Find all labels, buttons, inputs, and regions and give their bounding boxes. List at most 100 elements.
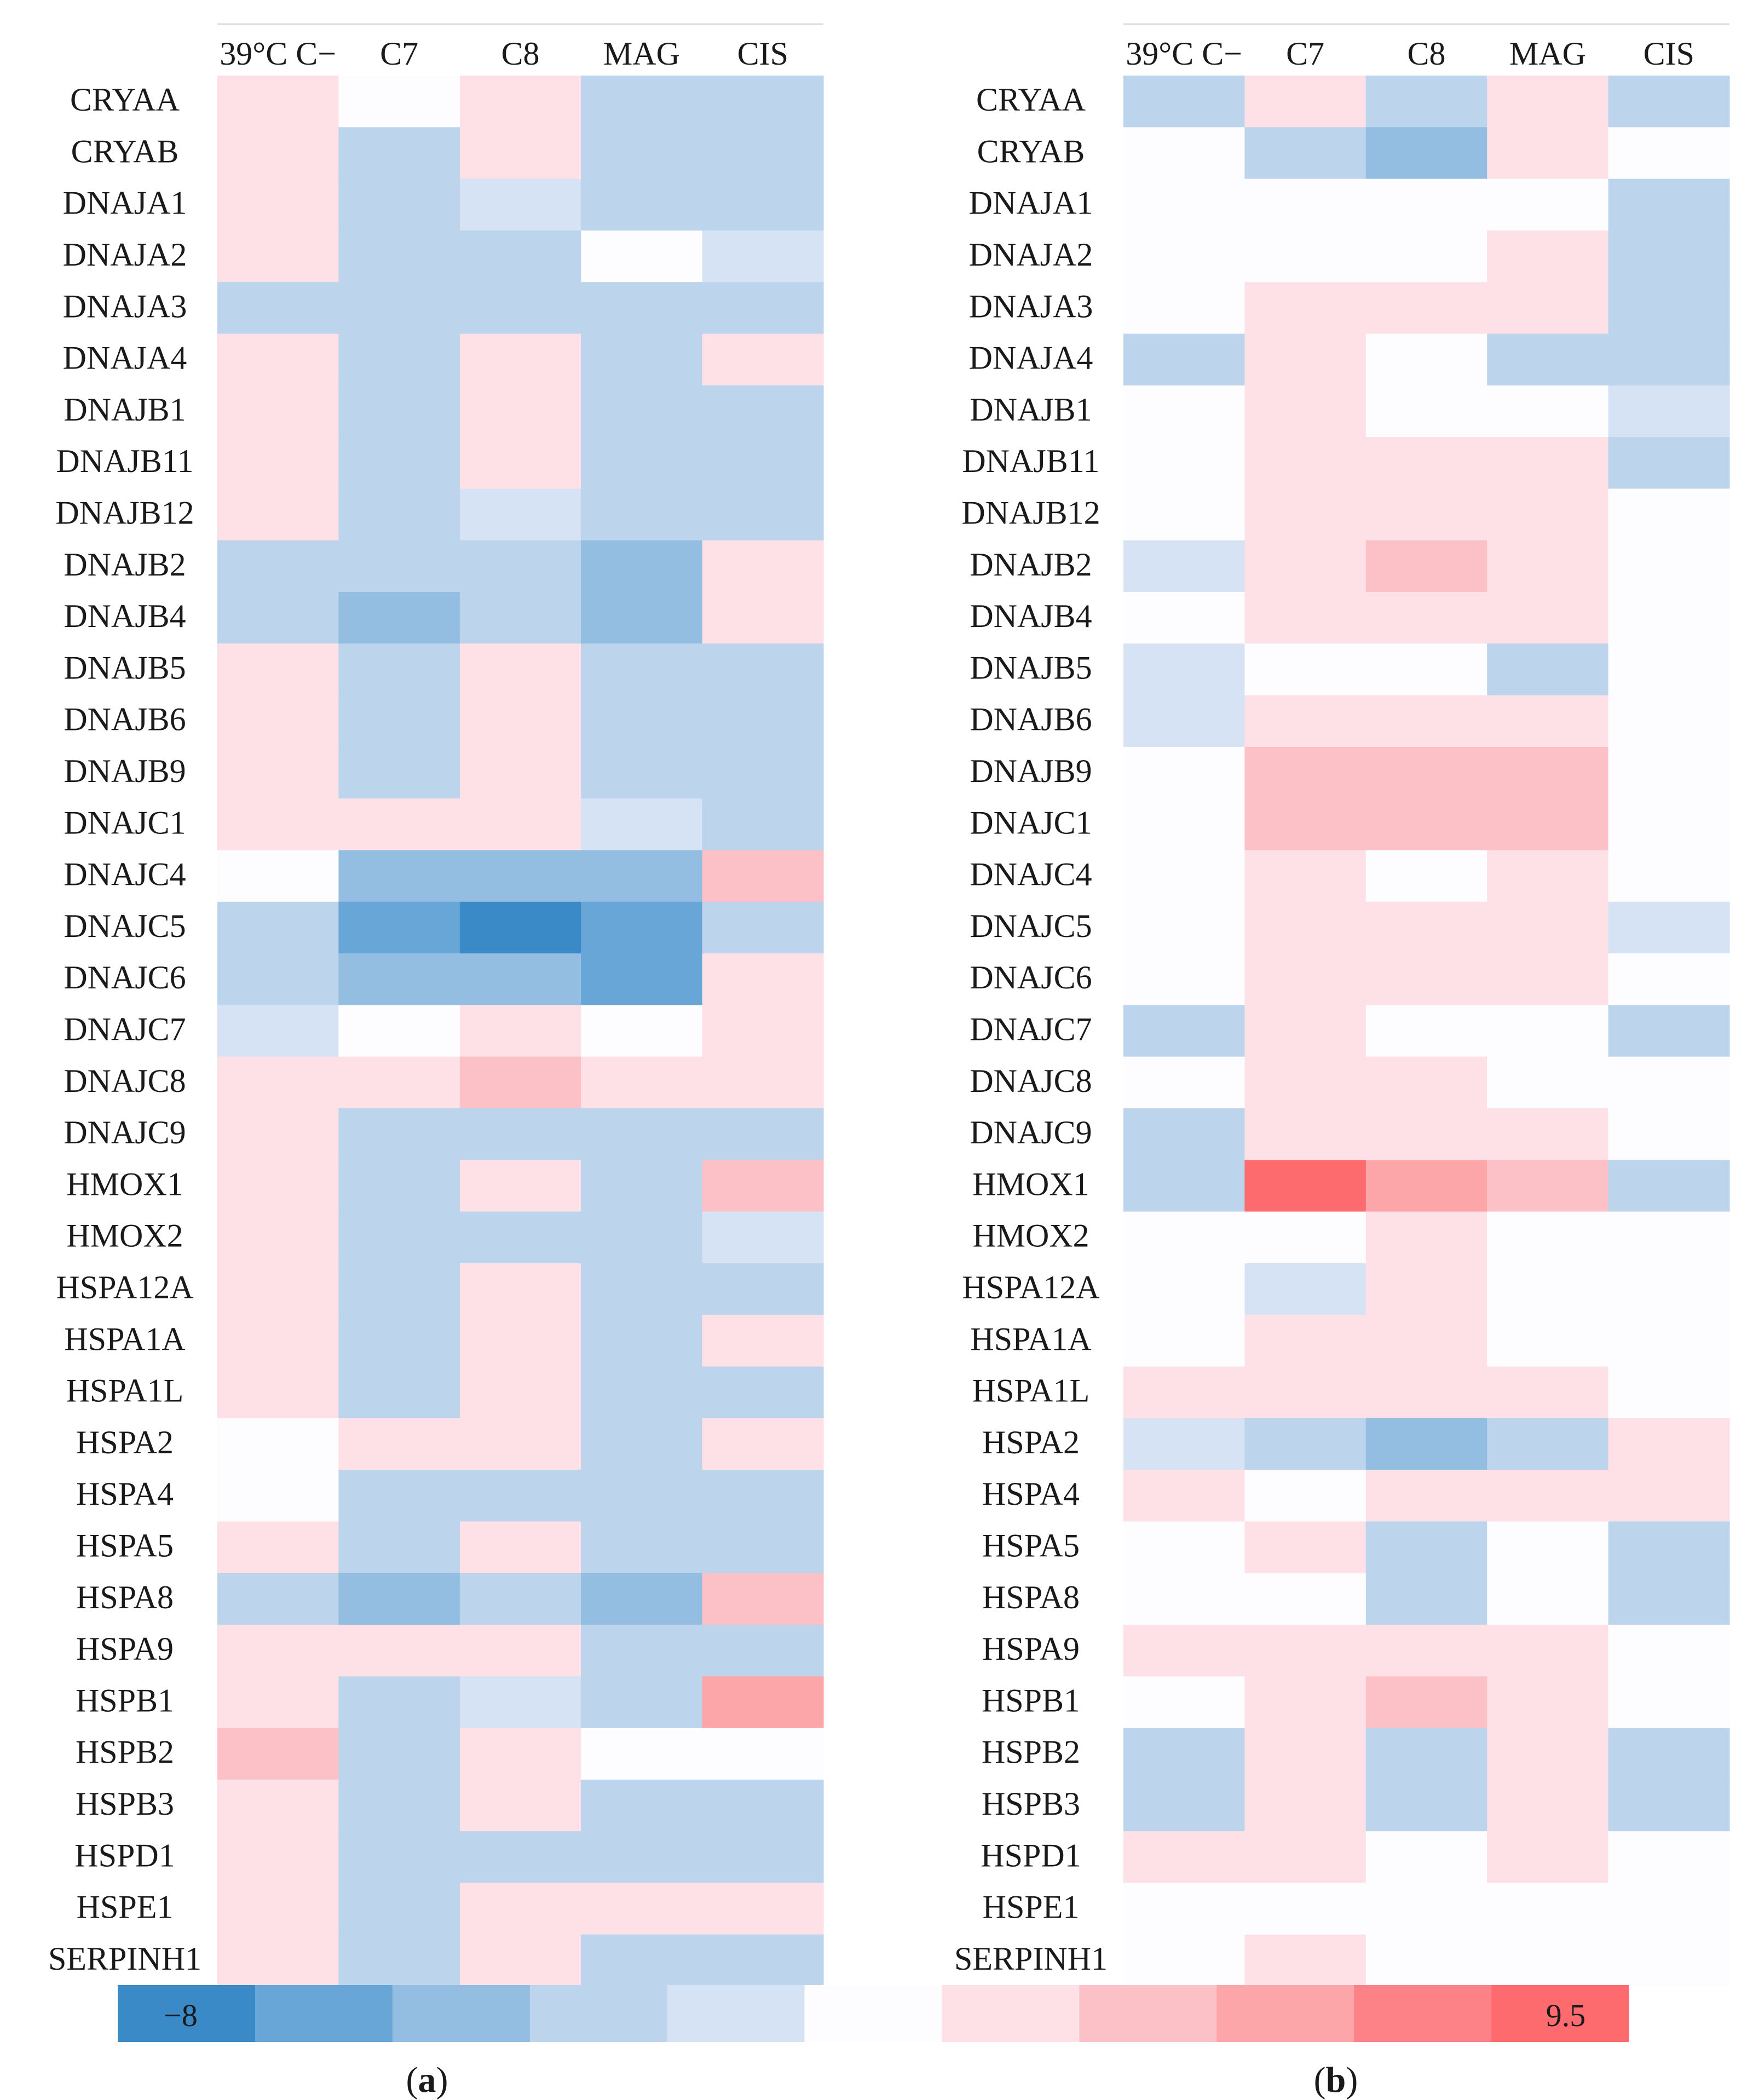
- heatmap-cell: [1123, 1470, 1245, 1522]
- heatmap-cell: [1365, 1056, 1487, 1109]
- row-label: HSPD1: [981, 1837, 1081, 1873]
- heatmap-cell: [1123, 1831, 1245, 1884]
- row-label: DNAJB9: [970, 753, 1092, 789]
- heatmap-cell: [1123, 1056, 1245, 1109]
- row-label: DNAJA2: [969, 237, 1093, 273]
- heatmap-cell: [217, 1056, 339, 1109]
- heatmap-cell: [1608, 1315, 1730, 1367]
- heatmap-cell: [1123, 1728, 1245, 1780]
- row-label: HMOX2: [972, 1218, 1089, 1254]
- heatmap-cell: [1487, 333, 1609, 386]
- heatmap-cell: [217, 282, 339, 335]
- heatmap-cell: [217, 488, 339, 541]
- heatmap-cell: [1365, 953, 1487, 1005]
- heatmap-cell: [581, 1779, 703, 1832]
- heatmap-cell: [1487, 1883, 1609, 1935]
- heatmap-cell: [1244, 437, 1366, 489]
- row-label: DNAJB12: [961, 495, 1100, 531]
- row-label: HSPB2: [982, 1734, 1080, 1770]
- heatmap-cell: [1244, 1056, 1366, 1109]
- row-label: SERPINH1: [954, 1941, 1108, 1977]
- heatmap-cell: [1244, 1315, 1366, 1367]
- heatmap-cell: [1608, 1779, 1730, 1832]
- heatmap-cell: [1365, 1160, 1487, 1212]
- heatmap-cell: [459, 1005, 581, 1057]
- heatmap-cell: [702, 1470, 824, 1522]
- heatmap-cell: [459, 953, 581, 1005]
- heatmap-cell: [1487, 1005, 1609, 1057]
- heatmap-cell: [702, 592, 824, 644]
- heatmap-cell: [1123, 1005, 1245, 1057]
- heatmap-panel-b: 39°C C− C7 C8 MAG CIS CRYAA CRYAB DNAJA1 DNAJA2 D…: [954, 23, 1730, 1987]
- heatmap-cell: [581, 1056, 703, 1109]
- heatmap-cell: [1244, 1366, 1366, 1419]
- heatmap-cell: [1487, 592, 1609, 644]
- heatmap-cell: [702, 1108, 824, 1160]
- row-label: DNAJB4: [64, 598, 186, 634]
- heatmap-cell: [581, 1160, 703, 1212]
- heatmap-cell: [217, 1160, 339, 1212]
- heatmap-cell: [1365, 1779, 1487, 1832]
- column-label: CIS: [737, 36, 788, 72]
- heatmap-cell: [1244, 592, 1366, 644]
- heatmap-cell: [1608, 127, 1730, 180]
- heatmap-cell: [1608, 953, 1730, 1005]
- heatmap-cell: [1123, 1625, 1245, 1677]
- heatmap-cell: [1608, 1263, 1730, 1315]
- column-label: C8: [501, 36, 539, 72]
- row-label: DNAJB5: [64, 649, 186, 686]
- heatmap-cell: [338, 695, 460, 747]
- heatmap-cell: [1244, 695, 1366, 747]
- column-label: MAG: [603, 36, 680, 72]
- heatmap-cell: [702, 850, 824, 902]
- heatmap-cell: [702, 1625, 824, 1677]
- heatmap-cell: [1123, 1573, 1245, 1625]
- heatmap-cell: [581, 76, 703, 128]
- heatmap-cell: [1123, 1521, 1245, 1574]
- heatmap-cell: [1608, 333, 1730, 386]
- heatmap-cell: [217, 798, 339, 851]
- row-label: DNAJB5: [970, 649, 1092, 686]
- heatmap-cell: [1123, 953, 1245, 1005]
- heatmap-cell: [581, 1883, 703, 1935]
- color-scale-max-label: 9.5: [1546, 1998, 1586, 2033]
- panel-b-caption: (b): [1314, 2060, 1358, 2100]
- heatmap-cell: [1123, 746, 1245, 799]
- heatmap-cell: [702, 695, 824, 747]
- heatmap-cell: [581, 1418, 703, 1470]
- heatmap-cell: [1608, 1211, 1730, 1264]
- heatmap-cell: [1244, 953, 1366, 1005]
- heatmap-cell: [217, 1934, 339, 1987]
- heatmap-cell: [217, 127, 339, 180]
- heatmap-cell: [1608, 437, 1730, 489]
- heatmap-cell: [217, 1108, 339, 1160]
- heatmap-cell: [702, 1315, 824, 1367]
- heatmap-cell: [217, 179, 339, 231]
- heatmap-cell: [338, 1779, 460, 1832]
- heatmap-cell: [1244, 1470, 1366, 1522]
- heatmap-cell: [1487, 1108, 1609, 1160]
- heatmap-cell: [1244, 1831, 1366, 1884]
- heatmap-cell: [1608, 1521, 1730, 1574]
- heatmap-cell: [581, 1366, 703, 1419]
- heatmap-cell: [1365, 437, 1487, 489]
- heatmap-cell: [1244, 850, 1366, 902]
- heatmap-cell: [1123, 1315, 1245, 1367]
- heatmap-cell: [459, 746, 581, 799]
- heatmap-cell: [702, 643, 824, 696]
- column-label: C8: [1407, 36, 1445, 72]
- heatmap-cell: [1487, 1521, 1609, 1574]
- heatmap-cell: [338, 282, 460, 335]
- heatmap-cell: [1244, 488, 1366, 541]
- heatmap-cell: [1123, 1779, 1245, 1832]
- heatmap-cell: [702, 1211, 824, 1264]
- row-label: DNAJA4: [63, 340, 187, 376]
- heatmap-cell: [1123, 1366, 1245, 1419]
- heatmap-cell: [1608, 230, 1730, 283]
- heatmap-cell: [217, 1728, 339, 1780]
- heatmap-cell: [1608, 1366, 1730, 1419]
- heatmap-cell: [581, 850, 703, 902]
- heatmap-cell: [581, 230, 703, 283]
- heatmap-cell: [1123, 282, 1245, 335]
- heatmap-cell: [1244, 282, 1366, 335]
